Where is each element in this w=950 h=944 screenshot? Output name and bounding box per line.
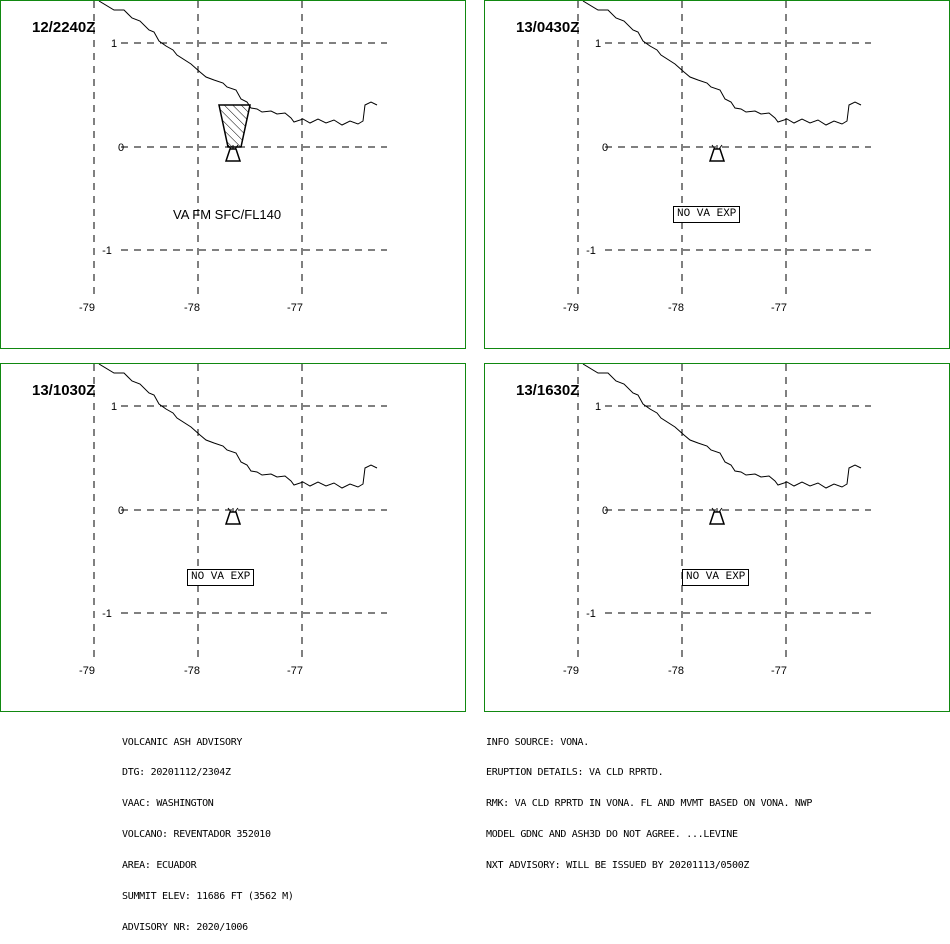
forecast-panel-3: 1 0 -1 -79 -78 -77 13/1030Z NO VA EXP bbox=[0, 363, 466, 712]
advisory-line: VOLCANIC ASH ADVISORY bbox=[122, 736, 243, 748]
panel-time: 13/1030Z bbox=[32, 382, 96, 399]
lon-label: -77 bbox=[287, 665, 303, 677]
advisory-line: NXT ADVISORY: WILL BE ISSUED BY 20201113… bbox=[486, 860, 750, 872]
advisory-line: VAAC: WASHINGTON bbox=[122, 798, 214, 810]
lon-label: -78 bbox=[184, 665, 200, 677]
lon-label: -78 bbox=[184, 302, 200, 314]
forecast-panel-2: 1 0 -1 -79 -78 -77 13/0430Z NO VA EXP bbox=[484, 0, 950, 349]
lat-label: -1 bbox=[102, 608, 112, 620]
no-ash-note: NO VA EXP bbox=[187, 569, 255, 586]
map-canvas: 1 0 -1 -79 -78 -77 bbox=[563, 1, 871, 314]
lon-label: -77 bbox=[287, 302, 303, 314]
forecast-panel-4: 1 0 -1 -79 -78 -77 13/1630Z NO VA EXP bbox=[484, 363, 950, 712]
lat-label: 0 bbox=[118, 142, 124, 154]
advisory-line: DTG: 20201112/2304Z bbox=[122, 767, 231, 779]
coastline bbox=[582, 364, 862, 489]
lat-label: 0 bbox=[602, 505, 608, 517]
advisory-line: MODEL GDNC AND ASH3D DO NOT AGREE. ...LE… bbox=[486, 829, 738, 841]
lon-label: -78 bbox=[668, 665, 684, 677]
panel-time: 12/2240Z bbox=[32, 19, 96, 36]
forecast-panel-1: 1 0 -1 -79 -78 -77 12/2240Z VA FM SFC/FL140 bbox=[0, 0, 466, 349]
lat-label: 1 bbox=[595, 401, 601, 413]
lon-label: -79 bbox=[563, 302, 579, 314]
panel-time: 13/0430Z bbox=[516, 19, 580, 36]
lat-label: -1 bbox=[102, 245, 112, 257]
advisory-line: AREA: ECUADOR bbox=[122, 860, 197, 872]
advisory-line: SUMMIT ELEV: 11686 FT (3562 M) bbox=[122, 891, 294, 903]
advisory-line: ADVISORY NR: 2020/1006 bbox=[122, 921, 248, 933]
lon-label: -77 bbox=[771, 665, 787, 677]
panel-time: 13/1630Z bbox=[516, 382, 580, 399]
lat-label: 0 bbox=[602, 142, 608, 154]
map-canvas: 1 0 -1 -79 -78 -77 bbox=[563, 364, 871, 677]
lat-label: -1 bbox=[586, 608, 596, 620]
lat-label: 1 bbox=[111, 401, 117, 413]
lat-label: 1 bbox=[595, 38, 601, 50]
advisory-line: INFO SOURCE: VONA. bbox=[486, 736, 589, 748]
advisory-line: VOLCANO: REVENTADOR 352010 bbox=[122, 829, 271, 841]
lat-label: 0 bbox=[118, 505, 124, 517]
no-ash-note: NO VA EXP bbox=[682, 569, 750, 586]
map-canvas: 1 0 -1 -79 -78 -77 bbox=[79, 364, 387, 677]
ash-level-note: VA FM SFC/FL140 bbox=[173, 207, 282, 222]
advisory-line: ERUPTION DETAILS: VA CLD RPRTD. bbox=[486, 767, 664, 779]
lat-label: -1 bbox=[586, 245, 596, 257]
coastline bbox=[98, 364, 378, 489]
lon-label: -79 bbox=[79, 665, 95, 677]
lon-label: -79 bbox=[79, 302, 95, 314]
lon-label: -79 bbox=[563, 665, 579, 677]
lon-label: -78 bbox=[668, 302, 684, 314]
volcano-icon bbox=[224, 507, 242, 525]
advisory-header-block: VOLCANIC ASH ADVISORY DTG: 20201112/2304… bbox=[122, 717, 294, 944]
advisory-remarks-block: INFO SOURCE: VONA. ERUPTION DETAILS: VA … bbox=[486, 717, 812, 882]
lat-label: 1 bbox=[111, 38, 117, 50]
advisory-line: RMK: VA CLD RPRTD IN VONA. FL AND MVMT B… bbox=[486, 798, 813, 810]
lon-label: -77 bbox=[771, 302, 787, 314]
coastline bbox=[582, 1, 862, 126]
volcano-icon bbox=[708, 144, 726, 162]
map-canvas: 1 0 -1 -79 -78 -77 bbox=[79, 1, 387, 314]
volcano-icon bbox=[224, 144, 242, 162]
ash-cloud-polygon bbox=[218, 104, 251, 148]
volcano-icon bbox=[708, 507, 726, 525]
no-ash-note: NO VA EXP bbox=[673, 206, 741, 223]
